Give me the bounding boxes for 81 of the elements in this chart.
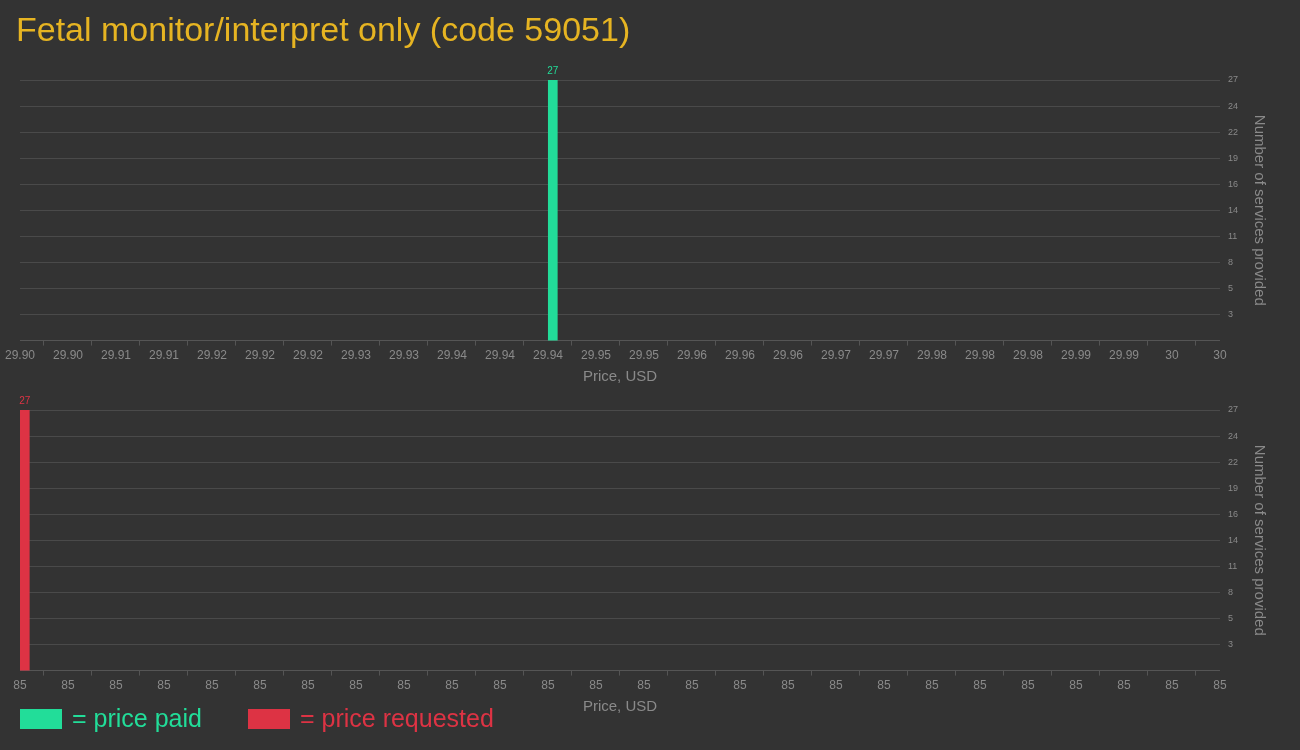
x-tick-label: 29.97 xyxy=(868,348,900,363)
x-tick-label: 29.94 xyxy=(532,348,564,363)
x-tick-label: 85 xyxy=(541,678,555,693)
x-tick-label: 85 xyxy=(397,678,411,693)
y-tick-label: 14 xyxy=(1227,534,1238,545)
x-tick-label: 29.98 xyxy=(964,348,996,363)
x-tick-label: 29.96 xyxy=(724,348,756,363)
x-tick-label: 85 xyxy=(925,678,939,693)
x-tick-label: 30 xyxy=(1213,348,1227,363)
x-tick-label: 29.91 xyxy=(100,348,132,363)
x-tick-label: 29.95 xyxy=(628,348,660,363)
x-tick-label: 85 xyxy=(589,678,603,693)
y-tick-label: 14 xyxy=(1227,204,1238,215)
x-tick-label: 29.93 xyxy=(340,348,372,363)
x-tick-label: 85 xyxy=(973,678,987,693)
x-tick-label: 85 xyxy=(157,678,171,693)
x-tick-label: 85 xyxy=(685,678,699,693)
x-tick-label: 29.98 xyxy=(916,348,948,363)
legend-label: = price requested xyxy=(299,704,494,733)
x-tick-label: 85 xyxy=(877,678,891,693)
x-tick-label: 29.96 xyxy=(676,348,708,363)
x-tick-label: 29.90 xyxy=(52,348,84,363)
x-tick-label: 85 xyxy=(1213,678,1227,693)
legend-label: = price paid xyxy=(72,704,202,733)
x-tick-label: 85 xyxy=(1069,678,1083,693)
y-tick-label: 24 xyxy=(1227,430,1238,441)
y-tick-label: 16 xyxy=(1227,508,1238,519)
x-tick-label: 85 xyxy=(637,678,651,693)
y-tick-label: 22 xyxy=(1227,126,1238,137)
x-tick-label: 85 xyxy=(1117,678,1131,693)
x-tick-label: 29.94 xyxy=(436,348,468,363)
y-axis-title: Number of services provided xyxy=(1251,444,1269,636)
y-tick-label: 11 xyxy=(1227,560,1238,571)
x-tick-label: 85 xyxy=(733,678,747,693)
x-tick-label: 85 xyxy=(1021,678,1035,693)
y-tick-label: 11 xyxy=(1227,230,1238,241)
x-tick-label: 85 xyxy=(301,678,315,693)
y-tick-label: 8 xyxy=(1227,256,1233,267)
y-tick-label: 24 xyxy=(1227,100,1238,111)
y-tick-label: 3 xyxy=(1227,639,1233,650)
y-tick-label: 3 xyxy=(1227,309,1233,320)
x-tick-label: 29.91 xyxy=(148,348,180,363)
x-tick-label: 85 xyxy=(829,678,843,693)
x-tick-label: 30 xyxy=(1165,348,1179,363)
x-tick-label: 85 xyxy=(61,678,75,693)
data-label: 27 xyxy=(547,64,559,76)
y-tick-label: 22 xyxy=(1227,456,1238,467)
x-tick-label: 29.99 xyxy=(1060,348,1092,363)
y-tick-label: 19 xyxy=(1227,152,1238,163)
x-tick-label: 29.92 xyxy=(196,348,228,363)
x-axis-title: Price, USD xyxy=(582,367,658,385)
y-tick-label: 16 xyxy=(1227,178,1238,189)
x-tick-label: 85 xyxy=(781,678,795,693)
x-tick-label: 85 xyxy=(493,678,507,693)
x-axis-title: Price, USD xyxy=(582,697,658,715)
x-tick-label: 85 xyxy=(253,678,267,693)
x-tick-label: 29.95 xyxy=(580,348,612,363)
y-tick-label: 5 xyxy=(1227,282,1233,293)
y-tick-label: 27 xyxy=(1227,74,1238,85)
x-tick-label: 85 xyxy=(1165,678,1179,693)
x-tick-label: 29.96 xyxy=(772,348,804,363)
x-tick-label: 29.90 xyxy=(4,348,36,363)
y-tick-label: 5 xyxy=(1227,612,1233,623)
x-tick-label: 85 xyxy=(445,678,459,693)
x-tick-label: 29.92 xyxy=(292,348,324,363)
x-tick-label: 29.92 xyxy=(244,348,276,363)
y-axis-title: Number of services provided xyxy=(1251,114,1269,306)
x-tick-label: 29.94 xyxy=(484,348,516,363)
y-tick-label: 27 xyxy=(1227,404,1238,415)
x-tick-label: 85 xyxy=(205,678,219,693)
x-tick-label: 85 xyxy=(349,678,363,693)
y-tick-label: 8 xyxy=(1227,586,1233,597)
data-label: 27 xyxy=(19,394,31,406)
x-tick-label: 29.93 xyxy=(388,348,420,363)
y-tick-label: 19 xyxy=(1227,482,1238,493)
x-tick-label: 85 xyxy=(109,678,123,693)
x-tick-label: 29.97 xyxy=(820,348,852,363)
x-tick-label: 29.98 xyxy=(1012,348,1044,363)
x-tick-label: 29.99 xyxy=(1108,348,1140,363)
chart-title: Fetal monitor/interpret only (code 59051) xyxy=(16,10,631,49)
x-tick-label: 85 xyxy=(13,678,27,693)
